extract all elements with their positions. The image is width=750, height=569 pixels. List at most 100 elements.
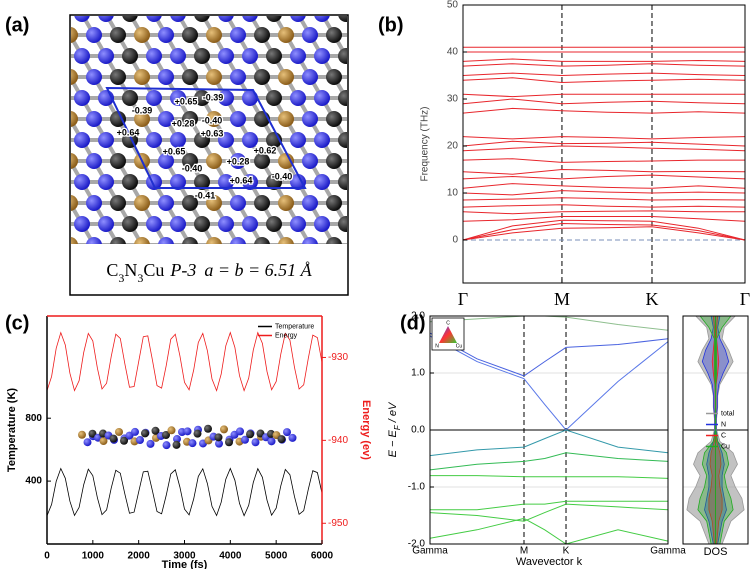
atom xyxy=(241,435,249,444)
series-line xyxy=(462,222,746,241)
atom xyxy=(122,48,138,64)
molecule-snapshot xyxy=(78,424,297,450)
atom xyxy=(326,153,342,169)
y-tick-label: 40 xyxy=(447,47,459,58)
atom xyxy=(302,27,318,43)
atom xyxy=(266,216,282,232)
atom xyxy=(146,90,162,106)
atom xyxy=(194,174,210,190)
atom xyxy=(206,279,222,295)
bond xyxy=(370,98,382,119)
atom xyxy=(278,195,294,211)
atom xyxy=(242,174,258,190)
atom xyxy=(86,27,102,43)
atom xyxy=(314,174,330,190)
atom xyxy=(110,195,126,211)
atom xyxy=(182,195,198,211)
bond xyxy=(71,32,72,35)
atom xyxy=(50,174,66,190)
atom xyxy=(254,195,270,211)
bond xyxy=(370,266,382,287)
formula: C3N3Cu P-3 a = b = 6.51 Å xyxy=(106,260,312,285)
y-tick-label: 2.0 xyxy=(411,311,425,322)
legend-label: C xyxy=(721,432,726,439)
atom xyxy=(134,27,150,43)
atom xyxy=(350,111,366,127)
atom xyxy=(206,237,222,244)
atom xyxy=(98,16,114,22)
atom xyxy=(214,433,223,442)
series-line xyxy=(462,58,746,62)
atom xyxy=(314,90,330,106)
series-line xyxy=(429,452,669,471)
atom xyxy=(158,195,174,211)
atom xyxy=(146,16,162,22)
atom xyxy=(71,237,78,244)
atom xyxy=(182,69,198,85)
atom xyxy=(50,132,66,148)
color-triangle xyxy=(439,326,457,343)
atom xyxy=(86,153,102,169)
atom xyxy=(326,111,342,127)
atom xyxy=(230,195,246,211)
atom xyxy=(86,279,102,295)
atom xyxy=(167,426,176,435)
inset-label: Cu xyxy=(456,343,463,349)
atom xyxy=(246,430,254,439)
atom xyxy=(266,16,282,22)
atom xyxy=(350,69,366,85)
atom xyxy=(71,195,78,211)
bond xyxy=(358,161,370,182)
atom xyxy=(242,216,258,232)
plot-frame xyxy=(682,315,749,545)
atom xyxy=(110,27,126,43)
atom xyxy=(110,153,126,169)
series-line xyxy=(462,140,746,147)
series-line xyxy=(462,136,746,140)
atom xyxy=(314,258,330,274)
x-label: Wavevector k xyxy=(516,556,583,568)
atom xyxy=(302,153,318,169)
atom xyxy=(136,436,144,445)
plot-frame xyxy=(462,4,746,284)
series-line xyxy=(462,210,745,215)
charge-label: -0.40 xyxy=(272,171,293,181)
atom xyxy=(206,27,222,43)
atom xyxy=(134,237,150,244)
atom xyxy=(141,429,149,438)
atom xyxy=(290,174,306,190)
series-line xyxy=(462,145,746,152)
atom xyxy=(326,195,342,211)
atom xyxy=(374,195,390,211)
y-label: Temperature (K) xyxy=(6,388,18,472)
atom xyxy=(182,237,198,244)
atom xyxy=(71,69,78,85)
atom xyxy=(74,216,90,232)
atom xyxy=(194,132,210,148)
atom xyxy=(278,153,294,169)
series-line xyxy=(462,107,746,114)
atom xyxy=(170,16,186,22)
atom xyxy=(267,437,276,446)
bond xyxy=(358,77,370,98)
series-line xyxy=(46,467,323,517)
legend-label: Cu xyxy=(721,443,730,450)
atom xyxy=(218,216,234,232)
bond xyxy=(94,245,106,266)
atom xyxy=(230,237,246,244)
series-line xyxy=(462,93,745,98)
atom xyxy=(215,439,223,448)
atom xyxy=(290,16,306,22)
bond xyxy=(334,245,346,266)
atom xyxy=(302,237,318,244)
atom xyxy=(151,426,160,435)
atom xyxy=(225,438,233,447)
atom xyxy=(204,424,212,433)
atom xyxy=(218,132,234,148)
series-line xyxy=(430,500,668,511)
atom xyxy=(338,216,347,232)
atom xyxy=(146,439,155,448)
atom xyxy=(362,258,378,274)
atom xyxy=(182,27,198,43)
